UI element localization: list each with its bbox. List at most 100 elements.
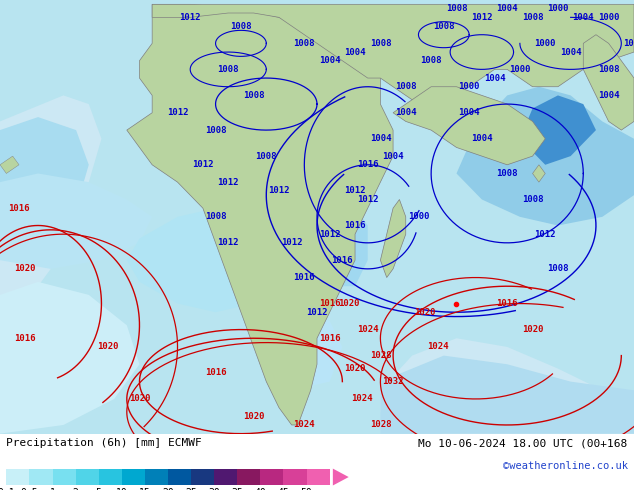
Text: 1008: 1008 <box>243 91 264 100</box>
Text: 1004: 1004 <box>458 108 480 117</box>
Text: 1016: 1016 <box>294 273 315 282</box>
Polygon shape <box>520 96 596 165</box>
Text: 1: 1 <box>49 489 55 490</box>
Polygon shape <box>0 173 152 269</box>
Text: 1020: 1020 <box>344 364 366 373</box>
Text: 1024: 1024 <box>351 394 372 403</box>
Bar <box>75 468 99 486</box>
Polygon shape <box>0 117 89 225</box>
Text: 1008: 1008 <box>294 39 315 48</box>
Text: 1008: 1008 <box>256 151 277 161</box>
Polygon shape <box>533 165 545 182</box>
Text: 1008: 1008 <box>446 4 467 13</box>
Polygon shape <box>330 208 368 286</box>
Text: 1008: 1008 <box>205 125 226 135</box>
Text: 1012: 1012 <box>192 160 214 169</box>
Text: 1004: 1004 <box>496 4 518 13</box>
Text: 50: 50 <box>301 489 313 490</box>
Bar <box>168 468 191 486</box>
Text: 1008: 1008 <box>522 195 543 204</box>
Text: 1000: 1000 <box>458 82 480 91</box>
Text: 20: 20 <box>162 489 174 490</box>
Text: 45: 45 <box>278 489 289 490</box>
Text: 1000: 1000 <box>509 65 531 74</box>
Text: 1004: 1004 <box>573 13 594 22</box>
Text: 1032: 1032 <box>382 377 404 386</box>
Text: 1004: 1004 <box>471 134 493 143</box>
Text: 1004: 1004 <box>560 48 581 56</box>
Text: 1008: 1008 <box>547 265 569 273</box>
Text: 0.5: 0.5 <box>21 489 38 490</box>
Text: 1012: 1012 <box>306 308 328 317</box>
Bar <box>261 468 283 486</box>
Text: 15: 15 <box>139 489 151 490</box>
Polygon shape <box>0 156 19 173</box>
Text: 5: 5 <box>96 489 101 490</box>
Bar <box>191 468 214 486</box>
Text: 1000: 1000 <box>547 4 569 13</box>
Polygon shape <box>0 96 101 304</box>
Text: 1012: 1012 <box>217 178 239 187</box>
Text: 1028: 1028 <box>370 420 391 429</box>
Text: 1016: 1016 <box>8 204 30 213</box>
Text: 1020: 1020 <box>414 308 436 317</box>
Text: 1020: 1020 <box>338 299 359 308</box>
Polygon shape <box>152 4 634 113</box>
Text: 1024: 1024 <box>427 343 448 351</box>
Text: 1004: 1004 <box>382 151 404 161</box>
Text: 1012: 1012 <box>319 230 340 239</box>
Text: 40: 40 <box>254 489 266 490</box>
Polygon shape <box>0 282 139 434</box>
Text: 1016: 1016 <box>496 299 518 308</box>
Text: 1012: 1012 <box>281 238 302 247</box>
Text: 1020: 1020 <box>97 343 119 351</box>
Text: 35: 35 <box>231 489 243 490</box>
Bar <box>6 468 29 486</box>
Text: 1016: 1016 <box>15 334 36 343</box>
Polygon shape <box>127 208 292 312</box>
Text: 0.1: 0.1 <box>0 489 15 490</box>
Text: 1004: 1004 <box>344 48 366 56</box>
Text: 1016: 1016 <box>319 299 340 308</box>
Text: 1024: 1024 <box>623 39 634 48</box>
Text: 25: 25 <box>185 489 197 490</box>
Polygon shape <box>380 356 634 434</box>
Polygon shape <box>380 199 406 277</box>
Text: 1024: 1024 <box>357 325 378 334</box>
Polygon shape <box>456 87 634 225</box>
Text: 1008: 1008 <box>433 22 455 30</box>
Polygon shape <box>333 468 349 486</box>
Text: 1008: 1008 <box>370 39 391 48</box>
Text: 1016: 1016 <box>332 256 353 265</box>
Text: 1012: 1012 <box>167 108 188 117</box>
Bar <box>237 468 261 486</box>
Text: 1000: 1000 <box>408 212 429 221</box>
Text: 1004: 1004 <box>598 91 619 100</box>
Bar <box>283 468 307 486</box>
Text: 1008: 1008 <box>420 56 442 65</box>
Polygon shape <box>266 312 342 390</box>
Text: 1012: 1012 <box>344 186 366 196</box>
Text: 1004: 1004 <box>395 108 417 117</box>
Bar <box>29 468 53 486</box>
Text: 1020: 1020 <box>129 394 150 403</box>
Text: 1004: 1004 <box>319 56 340 65</box>
Polygon shape <box>583 35 634 130</box>
Text: 1024: 1024 <box>294 420 315 429</box>
Text: 1000: 1000 <box>534 39 556 48</box>
Text: 1008: 1008 <box>395 82 417 91</box>
Text: 1016: 1016 <box>344 221 366 230</box>
Text: 2: 2 <box>73 489 79 490</box>
Text: 1008: 1008 <box>217 65 239 74</box>
Bar <box>53 468 75 486</box>
Text: 1016: 1016 <box>205 368 226 377</box>
Bar <box>122 468 145 486</box>
Text: 1020: 1020 <box>243 412 264 421</box>
Text: 30: 30 <box>209 489 220 490</box>
Text: 1008: 1008 <box>230 22 252 30</box>
Text: 1000: 1000 <box>598 13 619 22</box>
Polygon shape <box>380 338 634 434</box>
Polygon shape <box>127 4 393 425</box>
Text: 1028: 1028 <box>370 351 391 360</box>
Text: 1020: 1020 <box>522 325 543 334</box>
